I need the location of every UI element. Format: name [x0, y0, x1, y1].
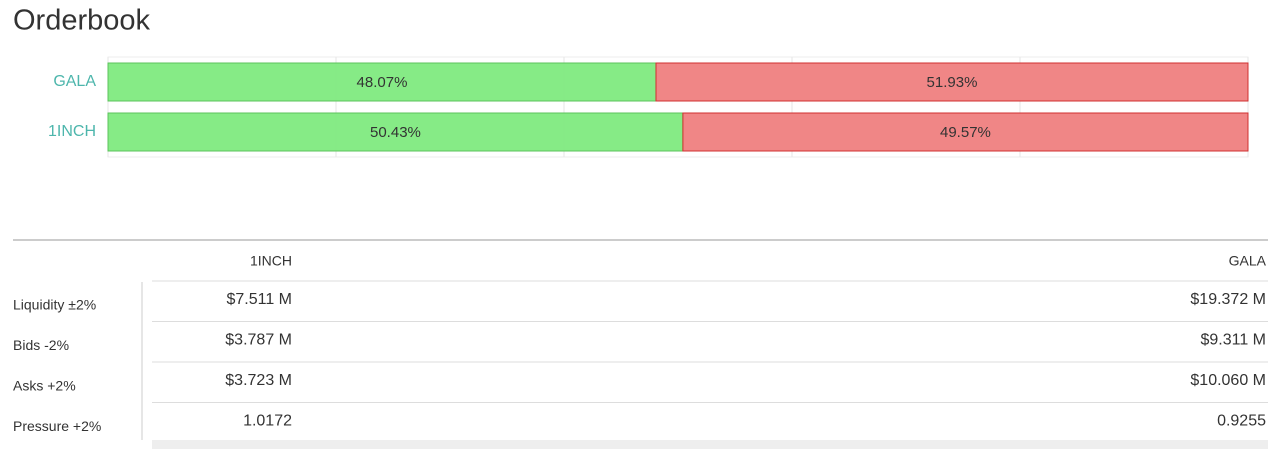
column-header: 1INCH [250, 253, 292, 269]
cell: $3.787 M [225, 332, 292, 349]
cell: $10.060 M [1190, 372, 1266, 389]
value-label: 51.93% [927, 74, 978, 91]
page-title: Orderbook [13, 5, 151, 37]
bar-segment [682, 112, 1249, 152]
cell: $3.723 M [225, 372, 292, 389]
value-label: 49.57% [940, 124, 991, 141]
value-label: 50.43% [370, 124, 421, 141]
y-tick-label: 1INCH [48, 123, 96, 140]
row-label: Pressure +2% [13, 418, 101, 434]
bar-segment [655, 62, 1249, 102]
row-label: Asks +2% [13, 378, 76, 394]
row-label: Bids -2% [13, 337, 69, 353]
column-header: GALA [1229, 253, 1267, 269]
cell: $19.372 M [1190, 291, 1266, 308]
row-label: Liquidity ±2% [13, 297, 96, 313]
cell: $9.311 M [1200, 332, 1266, 349]
scrollbar[interactable] [152, 440, 1268, 449]
value-label: 48.07% [357, 74, 408, 91]
y-tick-label: GALA [53, 73, 96, 90]
bar-segment [107, 62, 657, 102]
cell: 1.0172 [243, 413, 292, 430]
cell: 0.9255 [1217, 413, 1266, 430]
cell: $7.511 M [226, 291, 292, 308]
